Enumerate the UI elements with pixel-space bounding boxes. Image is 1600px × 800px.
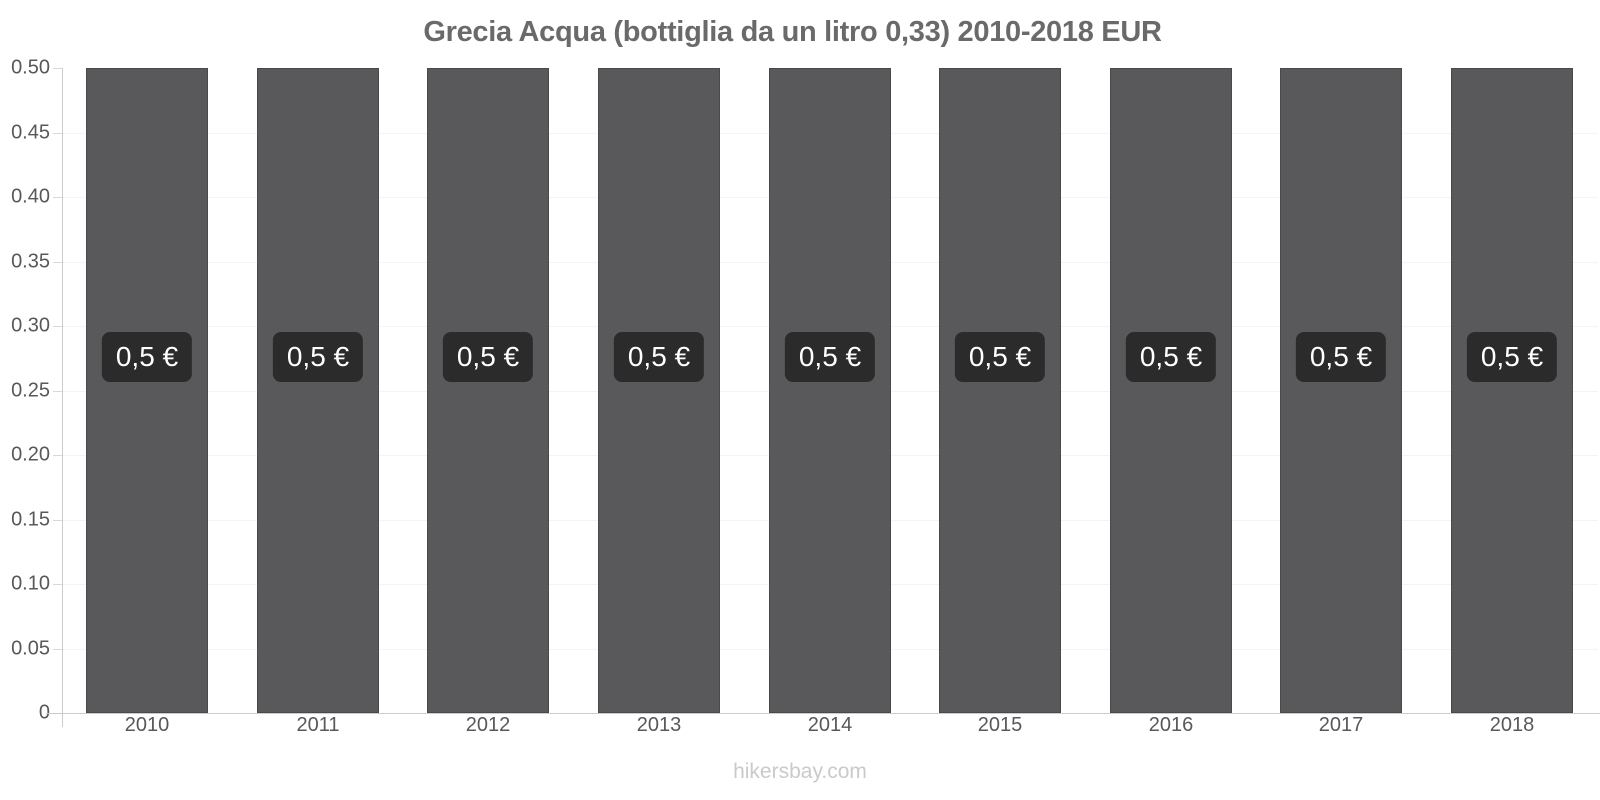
x-axis-label-2010: 2010 <box>124 714 170 736</box>
bar-2016[interactable] <box>1110 68 1232 713</box>
x-axis-label-2013: 2013 <box>636 714 682 736</box>
y-axis-tick <box>53 262 62 263</box>
bar-value-label: 0,5 € <box>272 332 364 382</box>
bar-2010[interactable] <box>86 68 208 713</box>
y-axis-tick-label: 0.25 <box>11 379 50 402</box>
bar-value-label: 0,5 € <box>613 332 705 382</box>
y-axis-tick-label: 0.30 <box>11 314 50 337</box>
y-axis-tick-label: 0 <box>38 701 50 724</box>
x-axis-label-2017: 2017 <box>1318 714 1364 736</box>
bar-value-label: 0,5 € <box>1295 332 1387 382</box>
chart-title: Grecia Acqua (bottiglia da un litro 0,33… <box>423 16 1162 48</box>
x-axis-label-2011: 2011 <box>296 714 340 736</box>
x-axis-label-2015: 2015 <box>977 714 1023 736</box>
bar-2014[interactable] <box>769 68 891 713</box>
y-axis-tick <box>53 584 62 585</box>
bar-value-label: 0,5 € <box>1466 332 1558 382</box>
y-axis-tick-label: 0.10 <box>11 572 50 595</box>
y-axis-tick <box>53 326 62 327</box>
x-axis-label-2016: 2016 <box>1148 714 1194 736</box>
watermark: hikersbay.com <box>733 760 867 783</box>
y-axis-tick <box>53 520 62 521</box>
x-axis-label-2012: 2012 <box>465 714 511 736</box>
y-axis-tick <box>53 133 62 134</box>
y-axis-tick-label: 0.40 <box>11 185 50 208</box>
bar-2017[interactable] <box>1280 68 1402 713</box>
bar-value-label: 0,5 € <box>784 332 876 382</box>
y-axis-tick-label: 0.35 <box>11 250 50 273</box>
y-axis-tick <box>53 455 62 456</box>
y-axis-tick-label: 0.20 <box>11 443 50 466</box>
bar-value-label: 0,5 € <box>101 332 193 382</box>
x-axis-label-2014: 2014 <box>807 714 853 736</box>
bar-2012[interactable] <box>427 68 549 713</box>
x-axis-label-2018: 2018 <box>1489 714 1535 736</box>
bar-2013[interactable] <box>598 68 720 713</box>
y-axis-line <box>62 68 63 727</box>
y-axis-tick-label: 0.50 <box>11 56 50 79</box>
bar-2018[interactable] <box>1451 68 1573 713</box>
bar-2015[interactable] <box>939 68 1061 713</box>
x-axis-line <box>46 713 1600 714</box>
y-axis-tick-label: 0.05 <box>11 637 50 660</box>
bar-value-label: 0,5 € <box>1125 332 1217 382</box>
y-axis-tick-label: 0.45 <box>11 121 50 144</box>
y-axis-tick <box>53 649 62 650</box>
bar-value-label: 0,5 € <box>954 332 1046 382</box>
y-axis-tick-label: 0.15 <box>11 508 50 531</box>
bar-2011[interactable] <box>257 68 379 713</box>
bar-value-label: 0,5 € <box>442 332 534 382</box>
y-axis-tick <box>53 391 62 392</box>
y-axis-tick <box>53 197 62 198</box>
y-axis-tick <box>53 68 62 69</box>
